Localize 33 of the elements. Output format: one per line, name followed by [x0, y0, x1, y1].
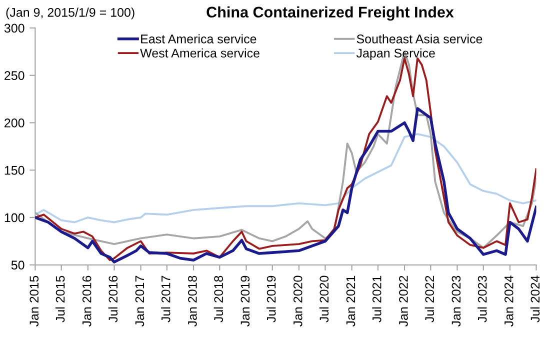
y-tick-label: 100	[4, 213, 24, 222]
x-tick-label: Jul 2016	[108, 276, 118, 322]
x-tick-label: Jul 2022	[424, 276, 434, 322]
x-tick-label: Jan 2016	[82, 276, 92, 327]
x-tick-label: Jul 2020	[319, 276, 329, 322]
x-tick-label: Jul 2015	[56, 276, 65, 322]
x-tick-label: Jan 2017	[135, 276, 144, 327]
legend-label: West America service	[140, 48, 260, 58]
x-tick-label: Jan 2023	[452, 276, 461, 327]
x-tick-label: Jul 2017	[161, 276, 170, 322]
y-tick-label: 250	[4, 71, 24, 80]
x-tick-label: Jan 2020	[293, 276, 302, 327]
x-tick-label: Jan 2024	[504, 276, 514, 327]
y-tick-label: 50	[11, 260, 24, 270]
x-tick-label: Jan 2021	[346, 276, 356, 327]
y-tick-label: 300	[4, 24, 24, 33]
x-tick-label: Jul 2023	[478, 276, 487, 322]
x-tick-label: Jul 2021	[372, 276, 382, 322]
x-tick-label: Jan 2018	[188, 276, 197, 327]
legend-label: Japan Service	[356, 48, 435, 60]
legend-label: East America service	[141, 34, 256, 44]
chart-subtitle: (Jan 9, 2015/1/9 = 100)	[6, 8, 134, 20]
y-tick-label: 200	[4, 118, 24, 128]
x-tick-label: Jan 2019	[240, 276, 250, 327]
x-tick-label: Jul 2024	[530, 276, 540, 322]
x-tick-label: Jan 2015	[30, 276, 39, 327]
y-tick-label: 150	[4, 166, 24, 175]
x-tick-label: Jul 2019	[266, 276, 276, 322]
x-tick-label: Jan 2022	[399, 276, 408, 327]
legend-label: Southeast Asia service	[356, 34, 482, 44]
chart-title: China Containerized Freight Index	[206, 6, 454, 21]
x-tick-label: Jul 2018	[214, 276, 223, 322]
line-series	[35, 133, 536, 224]
